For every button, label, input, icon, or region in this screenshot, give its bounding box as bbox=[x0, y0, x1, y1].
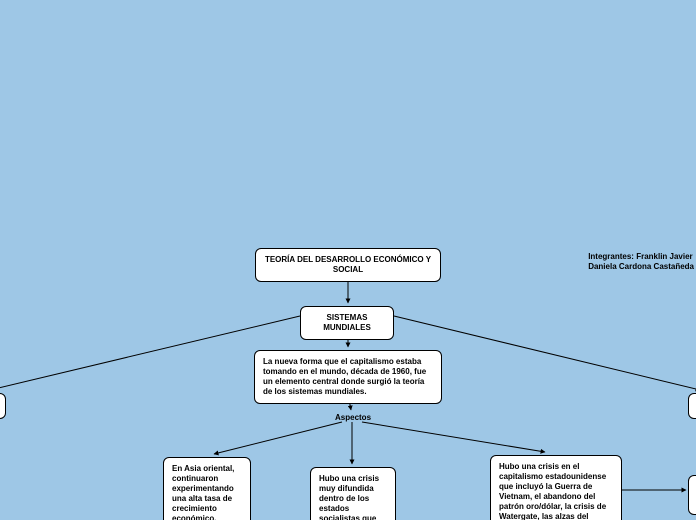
node-aspect-crisis-us-text: Hubo una crisis en el capitalismo estado… bbox=[499, 462, 606, 520]
label-aspectos: Aspectos bbox=[335, 413, 371, 423]
node-aspect-crisis-us[interactable]: Hubo una crisis en el capitalismo estado… bbox=[490, 455, 622, 520]
credits-block: Integrantes: Franklin Javier Daniela Car… bbox=[588, 252, 694, 272]
credits-line1: Integrantes: Franklin Javier bbox=[588, 252, 694, 262]
node-partial-right-lower[interactable] bbox=[688, 475, 696, 515]
node-level1[interactable]: SISTEMAS MUNDIALES bbox=[300, 306, 394, 340]
credits-line2: Daniela Cardona Castañeda bbox=[588, 262, 694, 272]
node-root[interactable]: TEORÍA DEL DESARROLLO ECONÓMICO Y SOCIAL bbox=[255, 248, 441, 282]
node-level2[interactable]: La nueva forma que el capitalismo estaba… bbox=[254, 350, 442, 404]
node-aspect-asia-text: En Asia oriental, continuaron experiment… bbox=[172, 464, 234, 520]
node-root-text: TEORÍA DEL DESARROLLO ECONÓMICO Y SOCIAL bbox=[265, 255, 431, 274]
node-aspect-crisis-soc[interactable]: Hubo una crisis muy difundida dentro de … bbox=[310, 467, 396, 520]
node-aspect-asia[interactable]: En Asia oriental, continuaron experiment… bbox=[163, 457, 251, 520]
node-partial-right-upper[interactable] bbox=[688, 393, 696, 419]
node-level2-text: La nueva forma que el capitalismo estaba… bbox=[263, 357, 426, 396]
node-level1-text: SISTEMAS MUNDIALES bbox=[323, 313, 371, 332]
node-aspect-crisis-soc-text: Hubo una crisis muy difundida dentro de … bbox=[319, 474, 379, 520]
node-partial-left[interactable] bbox=[0, 393, 6, 419]
